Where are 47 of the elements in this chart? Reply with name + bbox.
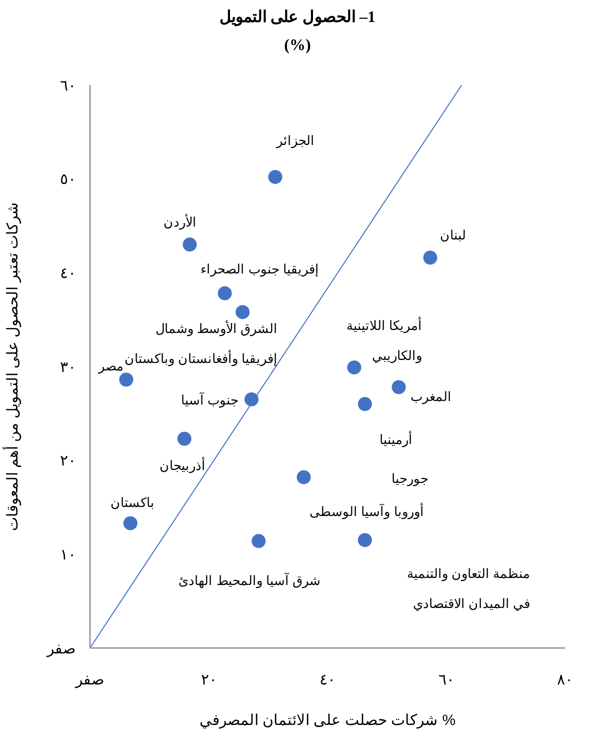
x-tick-label: صفر [74,672,104,689]
point [423,250,438,265]
point [123,516,138,530]
y-tick-label: ٦٠ [60,78,76,94]
annotation: أوروبا وآسيا الوسطى [310,502,424,520]
chart-subtitle: (%) [283,36,312,56]
point [177,432,192,446]
chart-title: 1– الحصول على التمويل [218,8,376,28]
y-tick-label: ٥٠ [60,172,76,188]
annotation: جورجيا [392,470,428,486]
annotation: أمريكا اللاتينية والكاريبي [346,316,422,364]
point [268,170,282,184]
point [358,533,372,548]
point [252,534,266,548]
annotation: مصر [98,358,124,374]
x-tick-label: ٨٠ [557,672,573,689]
x-axis-title: شركات حصلت على الائتمان المصرفي % [199,712,456,729]
point [236,305,250,320]
x-tick-label: ٤٠ [320,672,336,689]
annotation: الشرق الأوسط وشمال إفريقيا وأفغانستان وباكستان [124,320,278,367]
y-tick-label: ٢٠ [60,454,76,470]
point [182,238,197,252]
annotation: المغرب [410,388,452,405]
y-tick-label: ١٠ [60,547,76,564]
point [218,286,232,300]
annotation: الأردن [163,213,196,230]
y-tick-label: ٣٠ [60,360,76,376]
annotation: باكستان [110,494,154,510]
y-axis-title: شركات تعتبر الحصول على التمويل من أهم المعوقات [2,202,22,532]
y-tick-label: ٤٠ [60,266,76,282]
x-tick-label: ٦٠ [438,672,454,689]
annotation: منظمة التعاون والتنمية في الميدان الاقتصادي [406,566,530,610]
point [119,372,134,387]
y-tick-label: صفر [46,641,76,658]
point [392,380,406,394]
annotation: أذربيجان [159,456,206,474]
annotation: أرمينيا [379,430,412,448]
annotation: لبنان [440,227,466,242]
annotation: الجزائر [275,132,314,148]
point [296,470,311,484]
annotation: شرق آسيا والمحيط الهادئ [178,572,321,589]
point [347,360,362,374]
annotation: جنوب آسيا [180,390,238,408]
point [358,397,372,412]
x-tick-label: ٢٠ [200,672,217,689]
annotation: إفريقيا جنوب الصحراء [200,260,319,277]
point [244,392,258,406]
